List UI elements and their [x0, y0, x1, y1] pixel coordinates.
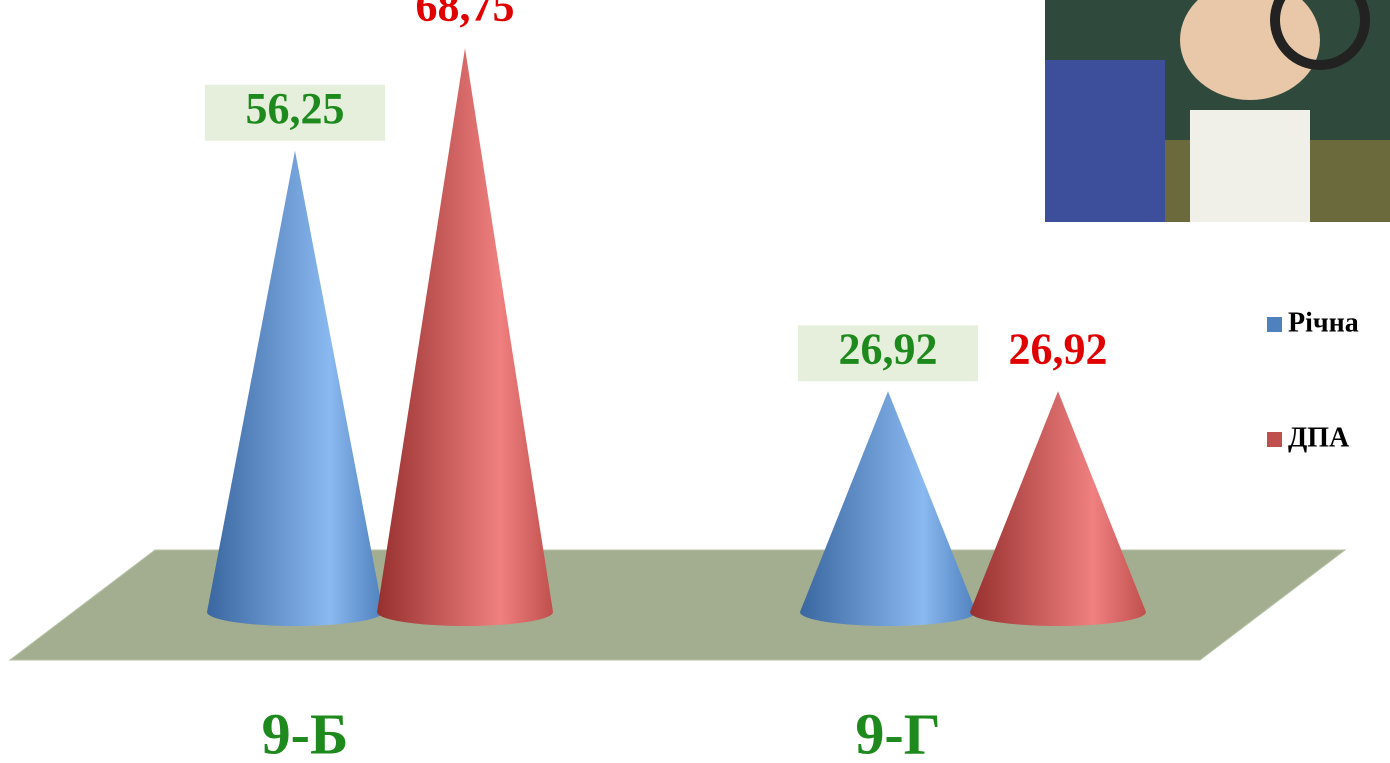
value-label: 56,25 [246, 84, 345, 133]
value-label-bg [205, 84, 385, 141]
cone [207, 150, 383, 626]
value-label: 26,92 [839, 324, 938, 373]
cone [800, 391, 976, 626]
x-tick-label: 9-Г [855, 701, 940, 763]
value-label: 26,92 [1009, 324, 1108, 373]
legend-swatch [1267, 317, 1282, 332]
cone [970, 391, 1146, 626]
x-tick-label: 9-Б [262, 701, 349, 763]
photo [1045, 0, 1390, 222]
cone [377, 48, 553, 626]
value-label-bg [798, 325, 978, 382]
legend-label: ДПА [1288, 422, 1350, 453]
legend-swatch [1267, 432, 1282, 447]
value-label: 68,75 [416, 0, 515, 30]
legend-label: Річна [1288, 307, 1359, 338]
